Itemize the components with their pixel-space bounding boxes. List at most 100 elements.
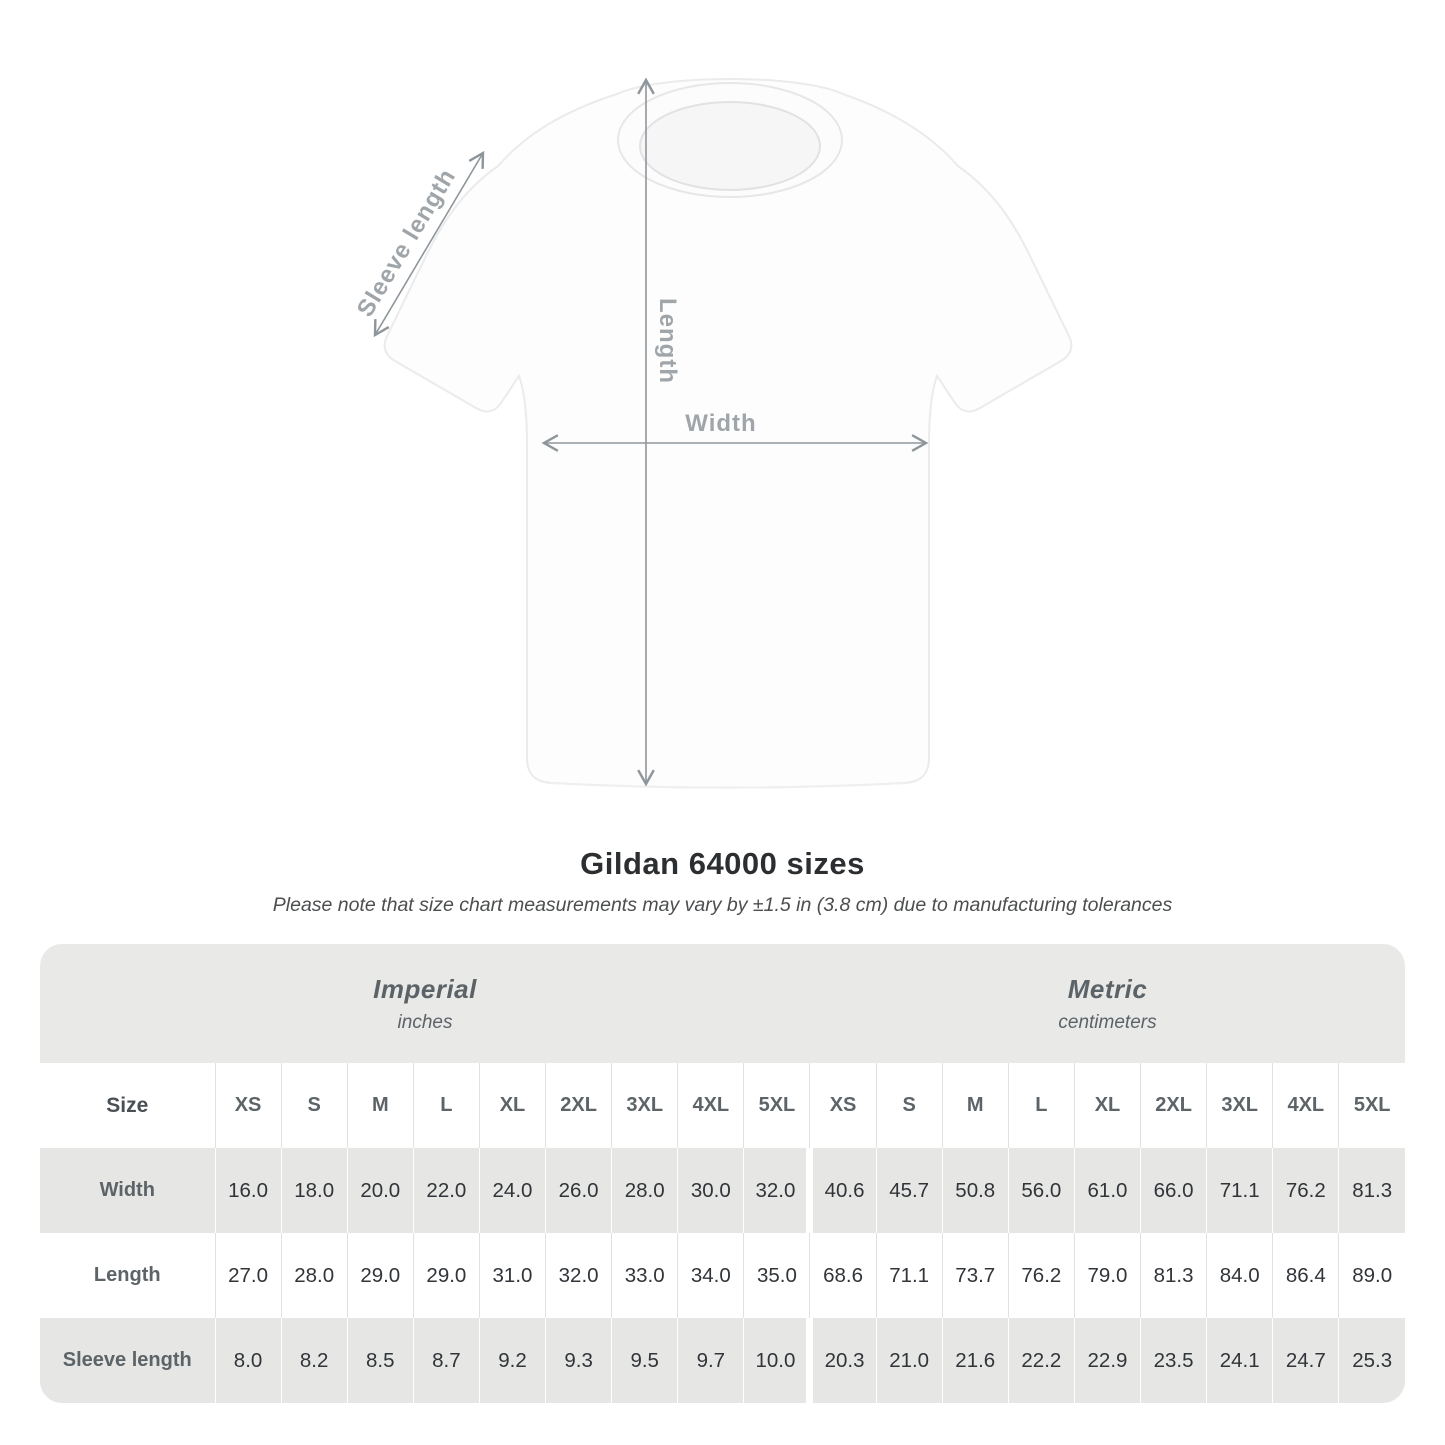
size-col-header-metric-5xl: 5XL	[1338, 1063, 1405, 1148]
size-col-header-metric-2xl: 2XL	[1140, 1063, 1207, 1148]
row-label: Length	[93, 1264, 161, 1286]
value-cell: 27.0	[214, 1233, 282, 1318]
value-cell: 31.0	[478, 1233, 546, 1318]
size-col-header-metric-xs: XS	[809, 1063, 877, 1148]
value-cell: 20.0	[346, 1148, 414, 1233]
value-cell: 79.0	[1073, 1233, 1141, 1318]
size-col-header-metric-l: L	[1007, 1063, 1075, 1148]
size-col-header-imperial-4xl: 4XL	[677, 1063, 744, 1148]
value-cell: 35.0	[743, 1233, 810, 1318]
value-cell: 34.0	[677, 1233, 744, 1318]
value-cell: 10.0	[743, 1318, 810, 1403]
tshirt-measurement-figure: Sleeve length Length Width	[330, 60, 1110, 840]
value-cell: 20.3	[806, 1318, 877, 1403]
value-cell: 56.0	[1007, 1148, 1075, 1233]
imperial-header: Imperial inches	[40, 944, 810, 1063]
value-cell: 23.5	[1140, 1318, 1207, 1403]
value-cell: 32.0	[743, 1148, 810, 1233]
unit-header-band: Imperial inches Metric centimeters	[40, 944, 1405, 1063]
value-cell: 33.0	[611, 1233, 678, 1318]
size-col-header-metric-s: S	[875, 1063, 943, 1148]
metric-header: Metric centimeters	[810, 944, 1405, 1063]
size-col-header-imperial-xl: XL	[478, 1063, 546, 1148]
value-cell: 24.7	[1272, 1318, 1339, 1403]
value-cell: 29.0	[412, 1233, 480, 1318]
value-cell: 76.2	[1272, 1148, 1339, 1233]
metric-unit: centimeters	[1058, 1011, 1157, 1033]
size-table: Imperial inches Metric centimeters Size X…	[40, 944, 1405, 1403]
value-cell: 30.0	[677, 1148, 744, 1233]
value-cell: 68.6	[809, 1233, 877, 1318]
hem-stitch	[550, 782, 906, 789]
size-header-row: Size XS S M L XL 2XL 3XL 4XL 5XL XS S M L XL 2XL 3XL 4XL 5…	[40, 1063, 1405, 1148]
value-cell: 50.8	[941, 1148, 1009, 1233]
size-col-header-imperial-2xl: 2XL	[545, 1063, 612, 1148]
value-cell: 22.2	[1007, 1318, 1075, 1403]
value-cell: 8.5	[346, 1318, 414, 1403]
metric-title: Metric	[1067, 973, 1148, 1004]
size-col-header-metric-3xl: 3XL	[1206, 1063, 1273, 1148]
value-cell: 24.0	[478, 1148, 546, 1233]
value-cell: 29.0	[346, 1233, 414, 1318]
value-cell: 86.4	[1272, 1233, 1339, 1318]
value-cell: 24.1	[1206, 1318, 1273, 1403]
value-cell: 16.0	[214, 1148, 282, 1233]
size-col-header-metric-4xl: 4XL	[1272, 1063, 1339, 1148]
table-row-length: Length 27.0 28.0 29.0 29.0 31.0 32.0 33.0 34.0 35…	[40, 1233, 1405, 1318]
value-cell: 66.0	[1140, 1148, 1207, 1233]
value-cell: 21.0	[875, 1318, 943, 1403]
value-cell: 61.0	[1073, 1148, 1141, 1233]
imperial-unit: inches	[397, 1011, 453, 1033]
width-label: Width	[685, 410, 757, 437]
tolerance-note: Please note that size chart measurements…	[272, 894, 1173, 916]
imperial-title: Imperial	[373, 973, 477, 1004]
size-col-header-imperial-3xl: 3XL	[611, 1063, 678, 1148]
value-cell: 28.0	[611, 1148, 678, 1233]
page-title: Gildan 64000 sizes	[580, 846, 865, 881]
table-row-sleeve-length: Sleeve length 8.0 8.2 8.5 8.7 9.2 9.3 9.5 9.7 10.…	[40, 1318, 1405, 1403]
size-col-header-imperial-xs: XS	[214, 1063, 282, 1148]
value-cell: 81.3	[1338, 1148, 1405, 1233]
row-label: Width	[99, 1179, 155, 1201]
value-cell: 9.7	[677, 1318, 744, 1403]
sleeve-length-arrow	[373, 150, 485, 338]
size-col-header-metric-m: M	[941, 1063, 1009, 1148]
size-col-header-imperial-m: M	[346, 1063, 414, 1148]
measurements-table: Size XS S M L XL 2XL 3XL 4XL 5XL XS S M L XL 2XL 3XL 4XL 5…	[40, 1063, 1405, 1403]
value-cell: 9.3	[545, 1318, 612, 1403]
value-cell: 28.0	[280, 1233, 348, 1318]
value-cell: 8.0	[214, 1318, 282, 1403]
length-label: Length	[654, 298, 681, 384]
size-col-header-imperial-s: S	[280, 1063, 348, 1148]
value-cell: 22.0	[412, 1148, 480, 1233]
collar-inner	[639, 101, 821, 191]
size-col-header-imperial-l: L	[412, 1063, 480, 1148]
row-label: Sleeve length	[62, 1349, 192, 1371]
value-cell: 8.7	[412, 1318, 480, 1403]
tshirt-graphic	[373, 77, 1073, 789]
value-cell: 89.0	[1338, 1233, 1405, 1318]
value-cell: 71.1	[1206, 1148, 1273, 1233]
value-cell: 81.3	[1140, 1233, 1207, 1318]
tshirt-silhouette	[383, 78, 1073, 789]
table-row-width: Width 16.0 18.0 20.0 22.0 24.0 26.0 28.0 30.0 32.…	[40, 1148, 1405, 1233]
value-cell: 71.1	[875, 1233, 943, 1318]
value-cell: 73.7	[941, 1233, 1009, 1318]
size-col-header-metric-xl: XL	[1073, 1063, 1141, 1148]
value-cell: 45.7	[875, 1148, 943, 1233]
value-cell: 40.6	[806, 1148, 877, 1233]
value-cell: 22.9	[1073, 1318, 1141, 1403]
value-cell: 84.0	[1206, 1233, 1273, 1318]
value-cell: 32.0	[545, 1233, 612, 1318]
value-cell: 18.0	[280, 1148, 348, 1233]
value-cell: 25.3	[1338, 1318, 1405, 1403]
value-cell: 26.0	[545, 1148, 612, 1233]
value-cell: 21.6	[941, 1318, 1009, 1403]
size-corner-label: Size	[106, 1093, 149, 1117]
value-cell: 9.5	[611, 1318, 678, 1403]
value-cell: 9.2	[478, 1318, 546, 1403]
size-col-header-imperial-5xl: 5XL	[743, 1063, 810, 1148]
value-cell: 8.2	[280, 1318, 348, 1403]
value-cell: 76.2	[1007, 1233, 1075, 1318]
